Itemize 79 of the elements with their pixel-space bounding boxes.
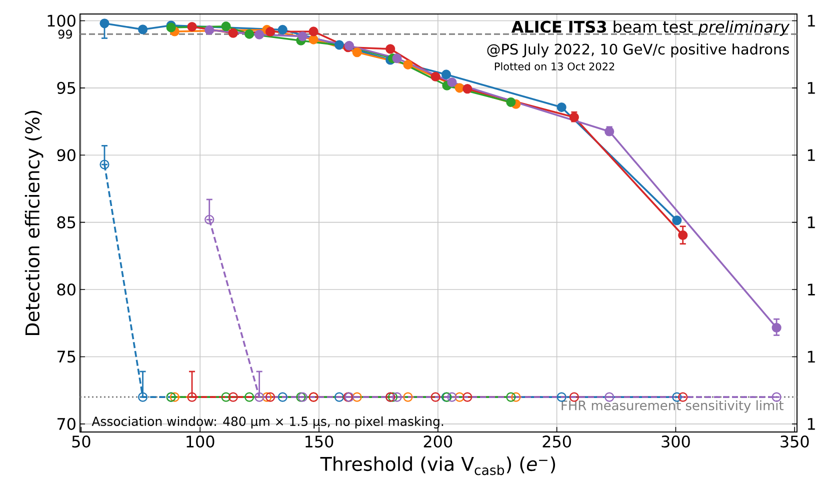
point	[556, 102, 566, 112]
point	[352, 48, 362, 58]
point	[392, 54, 402, 64]
point	[430, 392, 440, 402]
text: 1	[808, 284, 815, 296]
point	[447, 392, 457, 402]
y-axis-title: Detection efficiency (%)	[24, 110, 44, 335]
point	[772, 322, 782, 332]
point	[265, 26, 276, 37]
point	[352, 392, 362, 402]
point	[386, 44, 396, 54]
point	[334, 40, 344, 50]
text: 1	[808, 216, 815, 228]
point	[454, 392, 464, 402]
point	[278, 392, 288, 402]
point	[262, 392, 272, 402]
x-tick-label: 200	[424, 436, 452, 448]
x-tick-label: 150	[306, 436, 334, 448]
point	[100, 18, 110, 28]
y-tick-label: 100	[48, 14, 76, 27]
point	[447, 77, 457, 88]
point	[221, 392, 231, 402]
text: 1	[808, 82, 815, 94]
point	[204, 25, 214, 35]
x-tick-label: 300	[662, 436, 690, 448]
point	[678, 392, 688, 402]
x-axis-title: Threshold (via V$_{casb}$) (e$^{−}$)	[320, 456, 556, 476]
point	[672, 216, 682, 226]
point	[604, 392, 614, 402]
point	[334, 392, 344, 402]
y-tick-label: 95	[57, 82, 76, 94]
point	[221, 22, 231, 32]
point	[244, 29, 254, 39]
point	[187, 22, 197, 32]
point	[462, 84, 472, 94]
ref-line-label: 99	[58, 30, 72, 39]
x-tick-label: 100	[186, 436, 214, 448]
point	[511, 392, 521, 402]
point	[244, 392, 254, 402]
point	[462, 392, 472, 402]
text: 1	[808, 350, 815, 363]
point	[556, 392, 566, 402]
x-tick-label: 50	[72, 436, 90, 448]
point	[506, 97, 516, 107]
annotation: Plotted on 13 Oct 2022	[494, 62, 614, 70]
point	[672, 392, 682, 402]
point	[298, 32, 308, 42]
ref-line-label: FHR measurement sensitivity limit	[562, 400, 784, 413]
point	[265, 392, 276, 402]
point	[228, 28, 238, 38]
x-tick-label: 250	[542, 436, 571, 448]
point	[403, 60, 413, 70]
point	[506, 392, 516, 402]
point	[138, 24, 148, 34]
point	[454, 83, 464, 93]
text: 1	[808, 418, 815, 430]
point	[388, 392, 398, 402]
point	[392, 392, 402, 402]
point	[403, 392, 413, 402]
y-tick-label: 90	[57, 149, 76, 162]
point	[308, 34, 318, 44]
chart-title: ALICE ITS3 beam test preliminary	[511, 20, 790, 36]
y-tick-label: 75	[58, 350, 76, 363]
point	[278, 24, 288, 35]
point	[228, 392, 238, 402]
point	[430, 72, 440, 82]
text: 1	[808, 14, 815, 27]
y-tick-label: 70	[58, 418, 76, 430]
x-tick-label: 350	[780, 436, 809, 448]
point	[441, 70, 452, 80]
text: 1	[808, 149, 815, 161]
annotation: Association window: 480 µm × 1.5 µs, no pixel masking.	[92, 416, 444, 428]
point	[308, 26, 318, 36]
point	[254, 30, 264, 40]
y-tick-label: 85	[57, 216, 76, 228]
y-tick-label: 80	[57, 284, 76, 296]
point	[678, 230, 688, 240]
point	[170, 392, 180, 402]
text: @PS July 2022, 10 GeV/c positive hadrons	[487, 43, 789, 58]
